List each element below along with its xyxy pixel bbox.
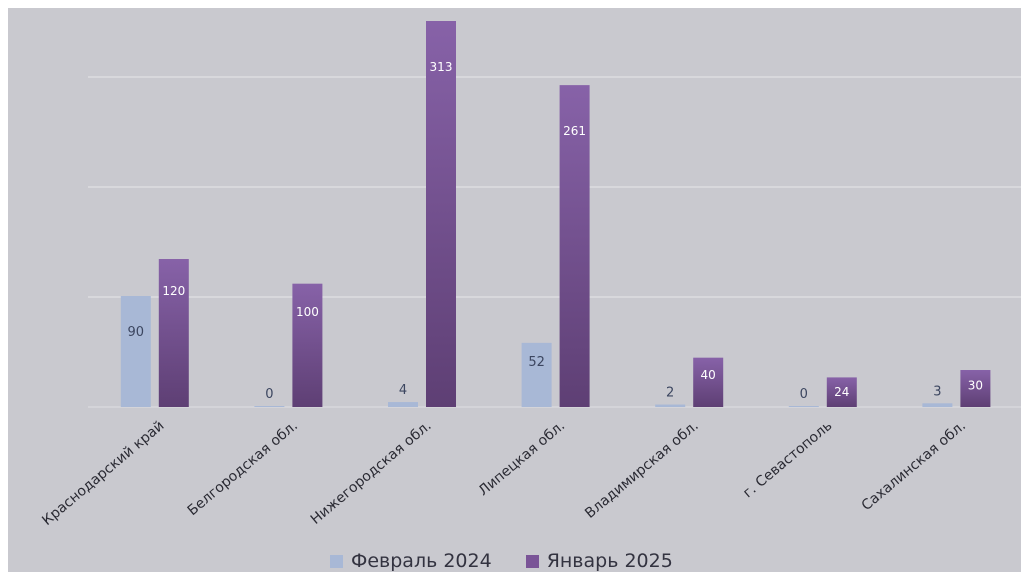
chart-legend: Февраль 2024 Январь 2025 [330,550,673,572]
data-label-series-1: 40 [701,368,716,382]
data-label-series-0: 52 [528,355,545,370]
x-tick-label: Белгородская обл. [185,418,301,519]
legend-item-series-0: Февраль 2024 [330,550,492,572]
data-label-series-1: 313 [430,60,453,74]
bar-series-0 [521,342,552,407]
data-label-series-0: 4 [399,383,407,398]
bar-series-1 [292,283,323,407]
bar-series-1 [826,377,857,407]
legend-swatch-series-1 [525,554,539,568]
bar-series-1 [426,21,456,407]
x-tick-label: Липецкая обл. [476,418,569,499]
data-label-series-0: 2 [666,386,674,401]
x-tick-label: Владимирская обл. [582,418,702,522]
bar-series-1 [559,85,590,407]
x-tick-label: Краснодарский край [39,418,167,529]
data-label-series-1: 30 [968,379,983,393]
bar-chart: 90 120 0 100 4 313 52 261 2 40 0 24 3 30 Краснодарски… [39,21,1021,529]
bar-series-0 [388,402,418,407]
data-label-series-1: 24 [834,385,849,399]
data-label-series-0: 90 [128,325,145,340]
data-label-series-0: 0 [265,387,273,402]
data-label-series-1: 120 [162,284,185,298]
bar-series-0 [120,296,151,407]
legend-item-series-1: Январь 2025 [525,550,673,572]
data-label-series-1: 261 [563,124,586,138]
legend-label-series-1: Январь 2025 [546,550,673,572]
x-tick-label: г. Севастополь [740,418,835,501]
legend-label-series-0: Февраль 2024 [351,550,492,572]
bar-series-1 [960,370,991,407]
x-tick-label: Нижегородская обл. [308,418,435,528]
bar-series-0 [788,406,819,407]
bar-series-0 [655,404,686,407]
data-label-series-0: 0 [800,387,808,402]
data-label-series-0: 3 [933,384,941,399]
data-label-series-1: 100 [296,305,319,319]
bar-series-1 [158,259,189,407]
bar-series-0 [922,403,953,407]
legend-swatch-series-0 [330,554,343,568]
bar-series-0 [254,406,285,407]
chart-area: 90 120 0 100 4 313 52 261 2 40 0 24 3 30 Краснодарски… [8,8,1021,572]
x-tick-label: Сахалинская обл. [859,418,969,514]
bar-series-1 [693,357,724,407]
